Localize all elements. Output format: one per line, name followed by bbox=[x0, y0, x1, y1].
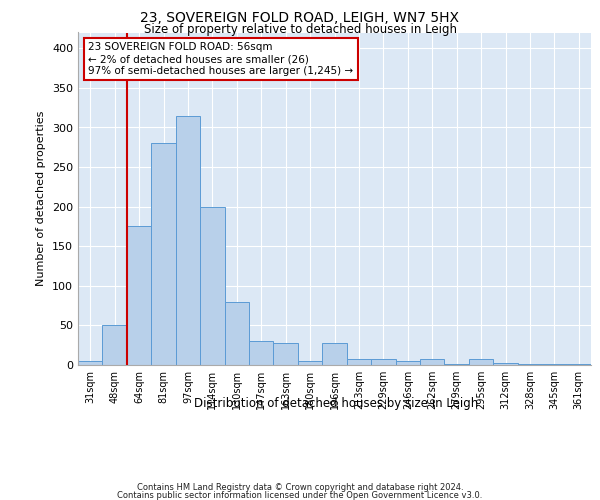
Text: 23, SOVEREIGN FOLD ROAD, LEIGH, WN7 5HX: 23, SOVEREIGN FOLD ROAD, LEIGH, WN7 5HX bbox=[140, 11, 460, 25]
Bar bbox=[566, 364, 591, 365]
Text: 23 SOVEREIGN FOLD ROAD: 56sqm
← 2% of detached houses are smaller (26)
97% of se: 23 SOVEREIGN FOLD ROAD: 56sqm ← 2% of de… bbox=[88, 42, 353, 76]
Bar bbox=[445, 364, 469, 365]
Bar bbox=[347, 360, 371, 365]
Bar bbox=[322, 343, 347, 365]
Bar bbox=[420, 360, 445, 365]
Bar bbox=[176, 116, 200, 365]
Bar bbox=[200, 206, 224, 365]
Bar bbox=[518, 364, 542, 365]
Text: Size of property relative to detached houses in Leigh: Size of property relative to detached ho… bbox=[143, 22, 457, 36]
Text: Distribution of detached houses by size in Leigh: Distribution of detached houses by size … bbox=[194, 398, 478, 410]
Bar bbox=[78, 361, 103, 365]
Bar bbox=[469, 360, 493, 365]
Text: Contains HM Land Registry data © Crown copyright and database right 2024.: Contains HM Land Registry data © Crown c… bbox=[137, 484, 463, 492]
Bar bbox=[249, 341, 274, 365]
Y-axis label: Number of detached properties: Number of detached properties bbox=[37, 111, 46, 286]
Bar bbox=[298, 361, 322, 365]
Bar bbox=[542, 364, 566, 365]
Bar bbox=[274, 343, 298, 365]
Bar bbox=[395, 361, 420, 365]
Bar bbox=[224, 302, 249, 365]
Bar bbox=[127, 226, 151, 365]
Bar bbox=[103, 324, 127, 365]
Bar bbox=[493, 364, 518, 365]
Bar bbox=[371, 360, 395, 365]
Text: Contains public sector information licensed under the Open Government Licence v3: Contains public sector information licen… bbox=[118, 490, 482, 500]
Bar bbox=[151, 144, 176, 365]
